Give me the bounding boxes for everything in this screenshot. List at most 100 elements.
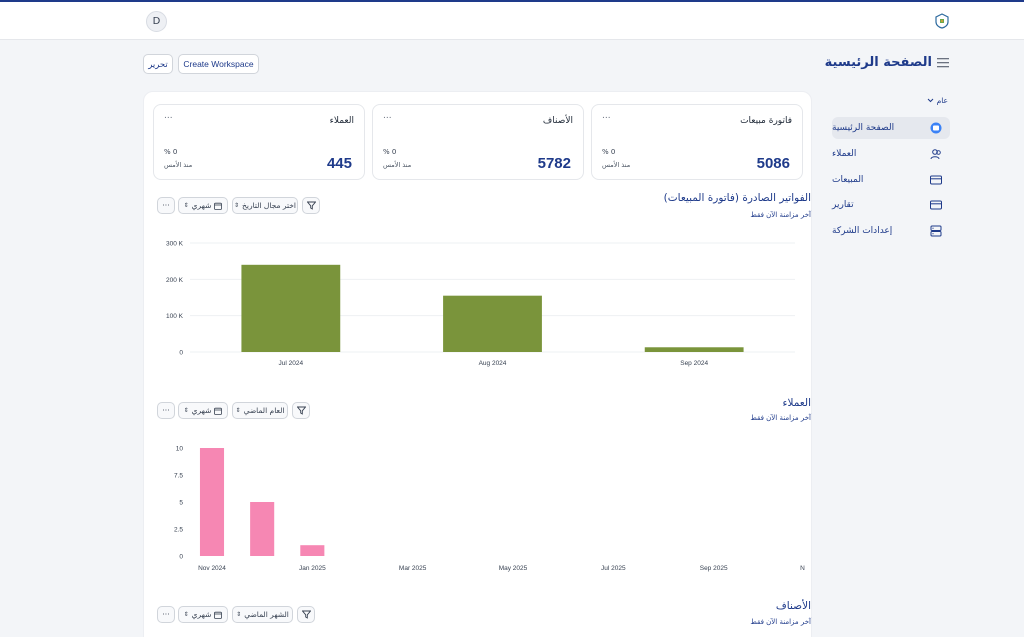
create-workspace-button[interactable]: Create Workspace (178, 54, 259, 74)
top-accent-line (0, 0, 1024, 2)
card-menu-icon[interactable]: ... (164, 111, 173, 121)
period-select[interactable]: شهري ⇕ (178, 402, 228, 419)
filter-button[interactable] (297, 606, 315, 623)
sidebar-item-label: العملاء (832, 149, 857, 159)
y-tick-label: 100 K (166, 313, 184, 320)
stat-value: 5782 (537, 155, 571, 172)
top-bar: D (0, 2, 1024, 40)
section-subtitle: آخر مزامنة الآن فقط (750, 618, 811, 626)
home-icon (930, 122, 942, 134)
y-tick-label: 0 (179, 350, 183, 357)
date-range-label: الشهر الماضي (244, 610, 289, 619)
x-tick-label: Mar 2025 (399, 565, 427, 572)
sidebar-item-home[interactable]: الصفحة الرئيسية (832, 117, 950, 139)
x-tick-label: May 2025 (499, 565, 528, 572)
sidebar-item-label: تقارير (832, 200, 854, 210)
edit-button[interactable]: تحرير (143, 54, 173, 74)
bar[interactable] (199, 448, 225, 556)
sidebar-item-label: إعدادات الشركة (832, 226, 893, 236)
card-icon (930, 175, 942, 185)
stat-card-sales-invoices[interactable]: ... فاتورة مبيعات 0 % منذ الأمس 5086 (591, 104, 803, 180)
card-menu-icon[interactable]: ... (383, 111, 392, 121)
section-title-customers: العملاء (782, 397, 811, 409)
y-tick-label: 7.5 (174, 473, 183, 480)
stat-card-items[interactable]: ... الأصناف 0 % منذ الأمس 5782 (372, 104, 584, 180)
stat-since: منذ الأمس (383, 161, 412, 169)
date-range-select[interactable]: الشهر الماضي ⇕ (232, 606, 293, 623)
period-select[interactable]: شهري ⇕ (178, 606, 228, 623)
sort-icon: ⇕ (183, 407, 189, 414)
y-tick-label: 2.5 (174, 527, 183, 534)
chart-customers: 0 2.5 5 7.5 10 Nov 2024 Jan 2025 Mar 2025 May 20… (174, 446, 805, 573)
bar[interactable] (241, 264, 341, 352)
y-tick-label: 0 (179, 554, 183, 561)
users-icon (930, 149, 941, 160)
sort-icon: ⇕ (236, 611, 242, 618)
sort-icon: ⇕ (183, 611, 189, 618)
calendar-icon (214, 611, 223, 619)
sort-icon: ⇕ (235, 407, 241, 414)
y-tick-label: 5 (179, 500, 183, 507)
sidebar-item-customers[interactable]: العملاء (832, 143, 950, 165)
more-icon: ··· (162, 201, 170, 210)
sidebar-item-label: المبيعات (832, 175, 864, 185)
sidebar-item-reports[interactable]: تقارير (832, 194, 950, 216)
period-label: شهري (191, 406, 212, 415)
x-tick-label: Jan 2025 (299, 565, 326, 572)
x-tick-label: Jul 2025 (601, 565, 626, 572)
stat-title: فاتورة مبيعات (740, 116, 792, 126)
stat-since: منذ الأمس (602, 161, 631, 169)
y-tick-label: 10 (176, 446, 184, 453)
more-options-button[interactable]: ··· (157, 402, 175, 419)
section-subtitle: آخر مزامنة الآن فقط (750, 211, 811, 219)
more-icon: ··· (162, 406, 170, 415)
bar[interactable] (443, 295, 542, 352)
menu-icon[interactable] (937, 58, 949, 68)
x-tick-label: Sep 2024 (680, 360, 708, 367)
section-title-invoices: الفواتير الصادرة (فاتورة المبيعات) (663, 192, 811, 204)
x-tick-label: Nov 2024 (198, 565, 226, 572)
filter-icon (306, 201, 316, 210)
sort-icon: ⇕ (183, 202, 189, 209)
sidebar-item-sales[interactable]: المبيعات (832, 169, 950, 191)
card-icon (930, 200, 942, 210)
filter-icon (301, 610, 311, 619)
stat-value: 5086 (756, 155, 790, 172)
calendar-icon (214, 202, 223, 210)
chevron-down-icon (927, 98, 933, 103)
date-range-select[interactable]: العام الماضي ⇕ (232, 402, 288, 419)
more-icon: ··· (162, 610, 170, 619)
card-menu-icon[interactable]: ... (602, 111, 611, 121)
database-icon (930, 225, 942, 237)
x-tick-label: Sep 2025 (700, 565, 728, 572)
sort-icon: ⇕ (234, 202, 240, 209)
sidebar-item-company-settings[interactable]: إعدادات الشركة (832, 220, 950, 242)
sidebar-group-general[interactable]: عام (927, 96, 948, 105)
filter-button[interactable] (292, 402, 310, 419)
sidebar-group-label: عام (936, 96, 948, 105)
app-logo-icon[interactable] (934, 13, 950, 29)
section-title-items: الأصناف (775, 600, 811, 612)
bar[interactable] (250, 502, 275, 556)
more-options-button[interactable]: ··· (157, 606, 175, 623)
calendar-icon (214, 407, 223, 415)
stat-card-customers[interactable]: ... العملاء 0 % منذ الأمس 445 (153, 104, 365, 180)
y-tick-label: 200 K (166, 277, 184, 284)
stat-title: العملاء (329, 116, 354, 126)
date-range-label: العام الماضي (243, 406, 285, 415)
stat-value: 445 (326, 155, 352, 172)
avatar[interactable]: D (146, 11, 167, 32)
filter-button[interactable] (302, 197, 320, 214)
bar[interactable] (300, 545, 325, 556)
section-subtitle: آخر مزامنة الآن فقط (750, 414, 811, 422)
page-title: الصفحة الرئيسية (824, 55, 932, 70)
filter-icon (296, 406, 306, 415)
x-tick-label: Nov 2025 (800, 565, 805, 572)
period-select[interactable]: شهري ⇕ (178, 197, 228, 214)
y-tick-label: 300 K (166, 241, 184, 248)
period-label: شهري (191, 201, 212, 210)
more-options-button[interactable]: ··· (157, 197, 175, 214)
stat-change: 0 % (383, 148, 397, 156)
bar[interactable] (644, 347, 744, 352)
date-range-select[interactable]: اختر مجال التاريخ ⇕ (232, 197, 298, 214)
